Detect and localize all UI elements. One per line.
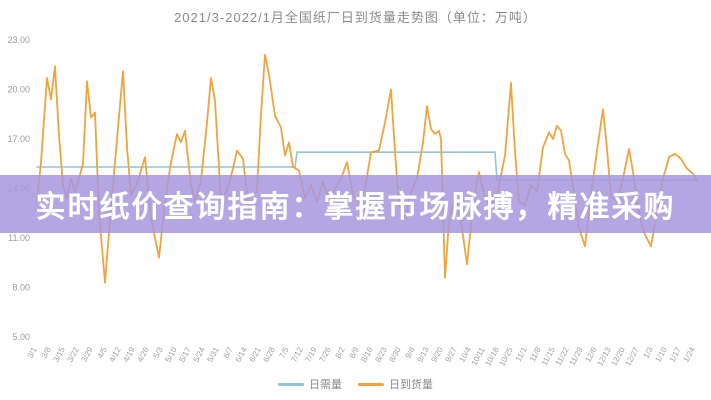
x-axis-tick-label: 3/15 [52, 345, 68, 363]
x-axis-tick-label: 3/29 [80, 345, 96, 363]
legend-label-daily-demand: 日需量 [309, 379, 342, 391]
x-axis-tick-label: 8/16 [360, 345, 376, 363]
y-axis-tick-label: 11.00 [8, 233, 30, 243]
x-axis-tick-label: 3/8 [40, 345, 53, 360]
promo-banner-text: 实时纸价查询指南：掌握市场脉搏，精准采购 [35, 191, 676, 224]
x-axis-tick-label: 7/12 [290, 345, 306, 363]
legend-label-daily-arrival: 日到货量 [389, 379, 433, 391]
x-axis-tick-label: 7/26 [318, 345, 334, 363]
x-axis-tick-label: 12/27 [623, 345, 641, 367]
y-axis-tick-label: 8.00 [12, 283, 30, 293]
chart-title: 2021/3-2022/1月全国纸厂日到货量走势图（单位：万吨） [174, 10, 537, 25]
x-axis-tick-label: 9/27 [444, 345, 460, 363]
x-axis-tick-label: 7/5 [278, 345, 291, 360]
x-axis-tick-label: 4/5 [96, 345, 109, 360]
x-axis-tick-label: 11/29 [568, 345, 585, 367]
x-axis-tick-label: 1/24 [682, 345, 698, 363]
x-axis-tick-label: 9/6 [404, 345, 417, 360]
y-axis-tick-label: 20.00 [7, 85, 30, 95]
daily-arrival-line-swatch [358, 382, 384, 386]
x-axis-tick-label: 1/10 [654, 345, 670, 363]
x-axis-tick-label: 8/2 [334, 345, 347, 360]
series-line-1 [36, 53, 698, 284]
y-axis-tick-label: 17.00 [7, 134, 30, 144]
x-axis-tick-label: 5/24 [192, 345, 208, 363]
x-axis-tick-label: 9/20 [430, 345, 446, 363]
legend-item-daily-demand[interactable]: 日需量 [278, 376, 342, 392]
x-axis-tick-label: 8/9 [348, 345, 361, 360]
x-axis-tick-label: 5/3 [152, 345, 165, 360]
x-axis-tick-label: 8/30 [388, 345, 404, 363]
x-axis-tick-label: 8/23 [374, 345, 390, 363]
y-axis-tick-label: 5.00 [12, 332, 30, 342]
x-axis-tick-label: 6/28 [262, 345, 278, 363]
y-axis-tick-label: 23.00 [7, 35, 30, 45]
trend-chart: 23.0020.0017.0014.0011.008.005.003/13/83… [7, 35, 698, 368]
x-axis-tick-label: 5/17 [178, 345, 194, 363]
x-axis-tick-label: 11/1 [514, 345, 529, 363]
x-axis-tick-label: 7/19 [304, 345, 320, 363]
legend-item-daily-arrival[interactable]: 日到货量 [358, 376, 433, 392]
x-axis-tick-label: 6/7 [222, 345, 235, 360]
daily-demand-line-swatch [278, 382, 304, 386]
x-axis-tick-label: 9/13 [416, 345, 432, 363]
x-axis-tick-label: 6/21 [248, 345, 264, 363]
x-axis-tick-label: 10/25 [497, 345, 515, 367]
x-axis-tick-label: 4/12 [108, 345, 124, 363]
chart-legend: 日需量 日到货量 [0, 376, 711, 392]
x-axis-tick-label: 3/22 [66, 345, 82, 363]
x-axis-tick-label: 3/1 [26, 345, 39, 360]
x-axis-tick-label: 5/10 [164, 345, 180, 363]
x-axis-tick-label: 4/19 [122, 345, 138, 363]
x-axis-tick-label: 6/14 [234, 345, 250, 363]
x-axis-tick-label: 5/31 [206, 345, 222, 363]
x-axis-tick-label: 1/17 [668, 345, 684, 363]
x-axis-tick-label: 4/26 [136, 345, 152, 363]
x-axis-tick-label: 1/3 [642, 345, 655, 360]
promo-banner: 实时纸价查询指南：掌握市场脉搏，精准采购 [0, 175, 711, 233]
